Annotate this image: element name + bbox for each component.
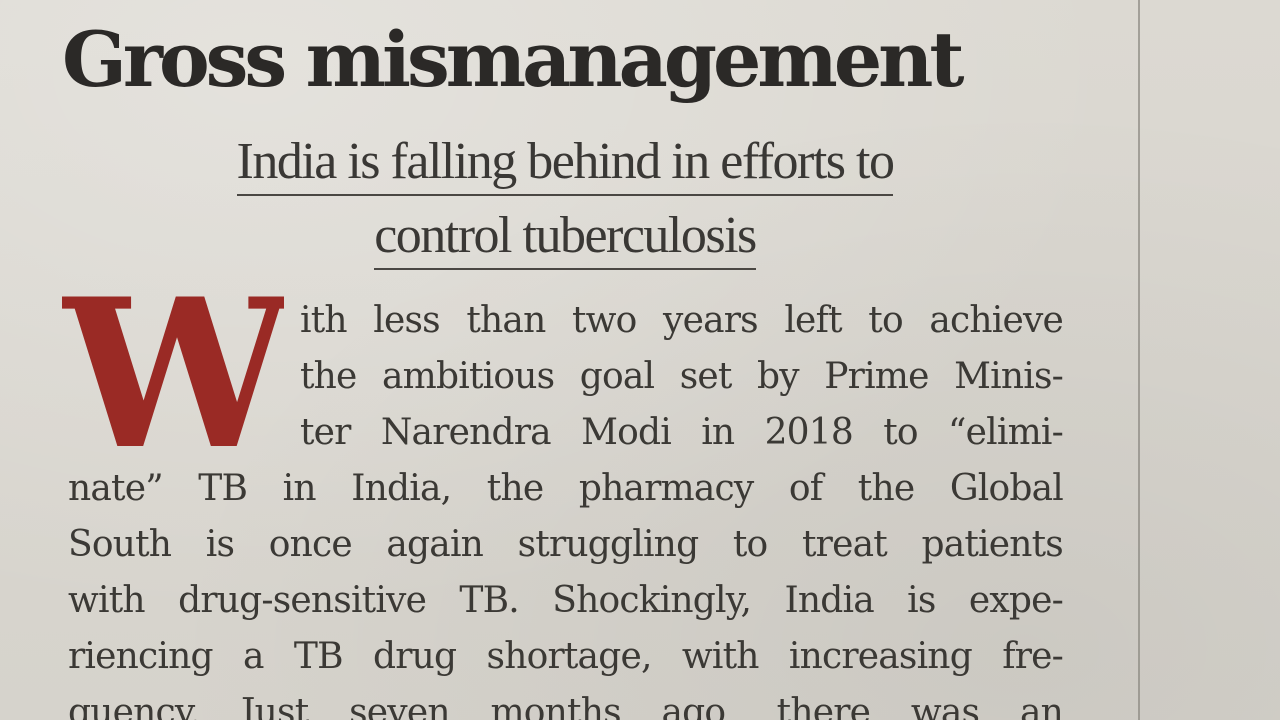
body-line-8: quency. Just seven months ago, there was… [68,692,1063,720]
body-line-1: ith less than two years left to achieve [300,300,1063,341]
body-line-7: riencing a TB drug shortage, with increa… [68,636,1063,677]
column-divider [1138,0,1140,720]
body-line-2: the ambitious goal set by Prime Minis- [300,356,1063,397]
body-line-3: ter Narendra Modi in 2018 to “elimi- [300,412,1063,453]
body-line-6: with drug-sensitive TB. Shockingly, Indi… [68,580,1063,621]
subheadline-line-1: India is falling behind in efforts to [236,132,895,196]
body-line-4: nate” TB in India, the pharmacy of the G… [68,468,1063,509]
body-line-5: South is once again struggling to treat … [68,524,1063,565]
headline: Gross mismanagement [62,15,965,104]
subheadline-line-2: control tuberculosis [374,206,757,270]
drop-cap: W [62,280,284,470]
subheadline: India is falling behind in efforts to co… [100,132,1030,280]
